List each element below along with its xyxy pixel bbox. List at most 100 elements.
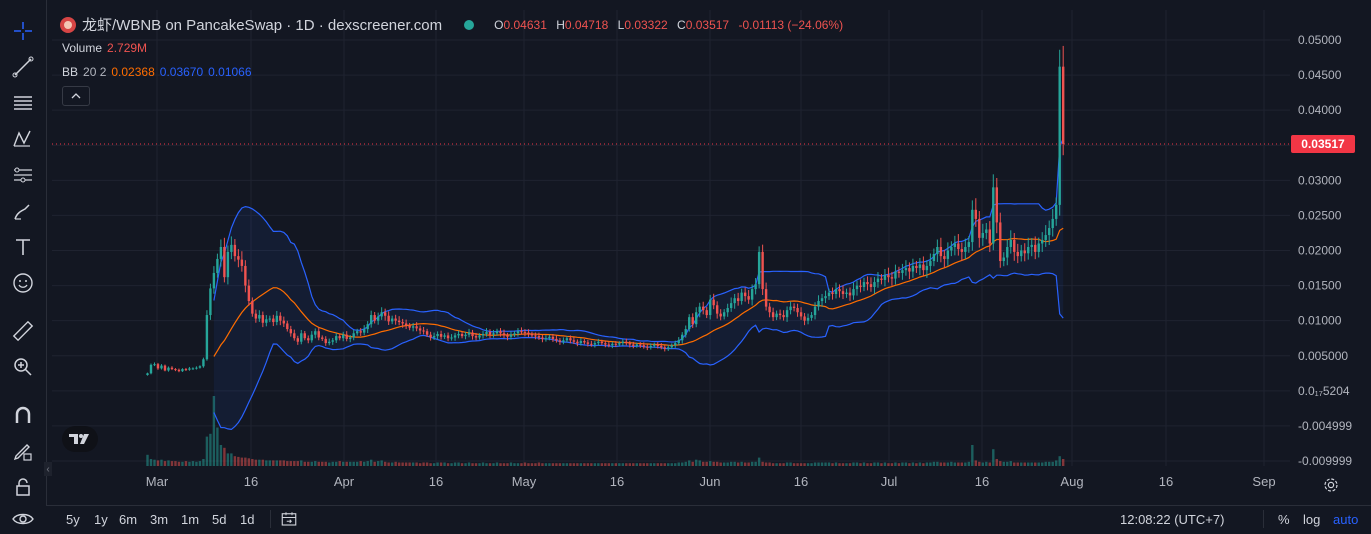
lock-icon[interactable] [8, 472, 38, 502]
volume-bar [303, 461, 306, 466]
candle-body [642, 345, 645, 347]
candle-body [911, 265, 915, 272]
candle-body [502, 333, 506, 336]
volume-bar [957, 462, 960, 466]
volume-bar [593, 463, 597, 466]
pattern-icon[interactable] [8, 124, 38, 154]
candle-body [988, 229, 991, 244]
candle-body [593, 343, 597, 345]
candle-body [1030, 244, 1033, 247]
volume-bar [733, 461, 736, 466]
timeframe-3m[interactable]: 3m [150, 512, 169, 527]
volume-bar [467, 462, 471, 466]
low-key: L [617, 17, 625, 32]
candle-body [376, 316, 380, 321]
volume-bar [778, 463, 782, 466]
candle-body [820, 298, 824, 302]
candle-body [160, 365, 163, 369]
candle-body [314, 331, 317, 335]
crosshair-icon[interactable] [8, 16, 38, 46]
candle-body [939, 246, 943, 257]
candle-body [317, 331, 320, 338]
volume-bar [558, 463, 562, 466]
volume-bar [768, 462, 771, 466]
volume-bar [621, 463, 625, 466]
volume-bar [195, 461, 198, 466]
volume-bar [834, 462, 838, 466]
date-range-icon[interactable] [280, 510, 298, 531]
trend-line-icon[interactable] [8, 52, 38, 82]
volume-bar [988, 462, 991, 466]
zoom-icon[interactable] [8, 352, 38, 382]
tradingview-logo-icon[interactable] [62, 426, 98, 452]
volume-bar [743, 462, 747, 466]
volume-bar [1023, 462, 1026, 466]
symbol-title[interactable]: 龙虾/WBNB on PancakeSwap · 1D · dexscreene… [82, 17, 443, 34]
candle-body [866, 282, 869, 285]
volume-bar [457, 462, 460, 466]
chevron-up-icon [71, 93, 81, 99]
text-icon[interactable] [8, 232, 38, 262]
gear-icon[interactable] [1322, 476, 1340, 494]
percent-button[interactable]: % [1278, 512, 1290, 527]
volume-bar [516, 463, 520, 466]
volume-bar [946, 462, 950, 466]
timeframe-1m[interactable]: 1m [181, 512, 200, 527]
timeframe-1y[interactable]: 1y [94, 512, 108, 527]
candle-body [586, 342, 590, 344]
volume-bar [548, 463, 551, 466]
volume-bar [537, 462, 541, 466]
eye-icon[interactable] [8, 504, 38, 534]
timeframe-6m[interactable]: 6m [119, 512, 138, 527]
volume-bar [960, 462, 964, 466]
auto-button[interactable]: auto [1333, 512, 1359, 527]
volume-bar [349, 461, 352, 466]
timeframe-5d[interactable]: 5d [212, 512, 227, 527]
candle-body [488, 331, 492, 335]
volume-bar [443, 462, 446, 466]
clock[interactable]: 12:08:22 (UTC+7) [1120, 512, 1225, 527]
volume-bar [335, 461, 338, 466]
candle-body [429, 334, 432, 338]
brush-icon[interactable] [8, 196, 38, 226]
ruler-icon[interactable] [8, 316, 38, 346]
volume-bar [300, 460, 303, 466]
prediction-icon[interactable] [8, 160, 38, 190]
candle-body [303, 333, 306, 339]
volume-bar [380, 460, 383, 466]
candle-body [282, 320, 286, 324]
candle-body [307, 338, 310, 341]
timeframe-5y[interactable]: 5y [66, 512, 80, 527]
emoji-icon[interactable] [8, 268, 38, 298]
volume-bar [188, 461, 191, 466]
log-button[interactable]: log [1303, 512, 1321, 527]
bb-legend[interactable]: BB 20 2 0.02368 0.03670 0.01066 [62, 65, 252, 79]
candle-body [345, 334, 348, 339]
collapse-legend-button[interactable] [62, 86, 90, 106]
volume-bar [181, 461, 184, 466]
lock-pencil-icon[interactable] [8, 436, 38, 466]
candle-body [541, 337, 544, 339]
candle-body [953, 243, 957, 247]
candle-body [834, 289, 838, 295]
fib-retracement-icon[interactable] [8, 88, 38, 118]
volume-bar [551, 463, 555, 466]
candle-body [467, 332, 471, 335]
timeframe-1d[interactable]: 1d [240, 512, 255, 527]
candle-body [464, 334, 467, 337]
y-tick-label: 0.01500 [1298, 279, 1342, 293]
candle-body [181, 369, 184, 372]
volume-bar [422, 462, 425, 466]
toolbar-expand-icon[interactable]: ‹ [44, 462, 52, 476]
volume-bar [286, 461, 289, 466]
y-tick-label: 0.04000 [1298, 103, 1342, 117]
volume-bar [289, 461, 292, 466]
candle-body [223, 246, 226, 278]
volume-bar [394, 461, 397, 466]
volume-bar [674, 463, 677, 466]
volume-legend[interactable]: Volume 2.729M [62, 41, 147, 55]
magnet-icon[interactable] [8, 400, 38, 430]
candle-body [684, 329, 687, 335]
chart-grid [52, 10, 1290, 466]
